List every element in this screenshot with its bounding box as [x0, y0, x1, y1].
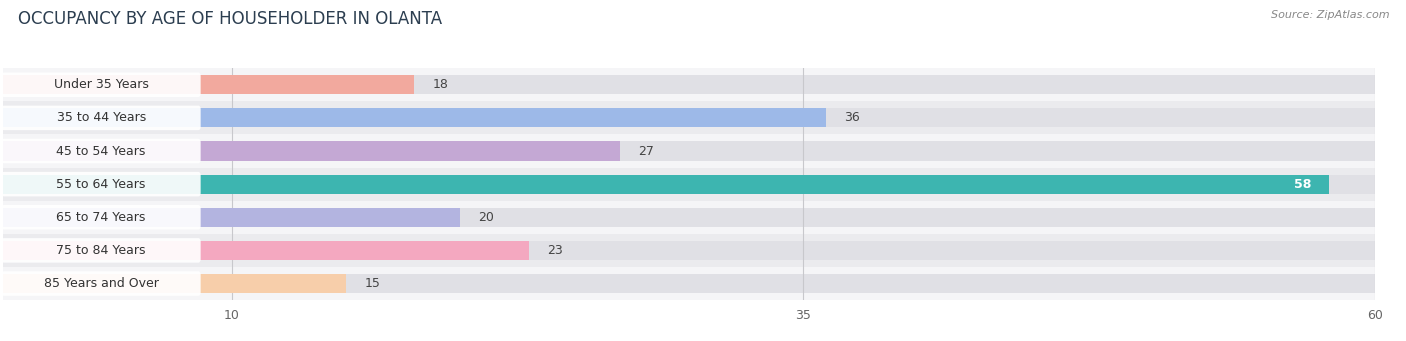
Text: 58: 58	[1294, 178, 1310, 191]
FancyBboxPatch shape	[1, 271, 201, 296]
Text: 27: 27	[638, 145, 655, 158]
Text: 20: 20	[478, 211, 495, 224]
Bar	[3, 167, 1375, 201]
Text: Under 35 Years: Under 35 Years	[53, 78, 149, 91]
Bar	[3, 208, 460, 227]
Bar	[3, 75, 415, 94]
Text: 36: 36	[845, 112, 860, 124]
Text: 75 to 84 Years: 75 to 84 Years	[56, 244, 146, 257]
Bar	[3, 267, 1375, 300]
Bar	[3, 142, 620, 161]
Bar	[3, 101, 1375, 134]
Bar	[3, 75, 1375, 94]
Text: 85 Years and Over: 85 Years and Over	[44, 277, 159, 290]
Bar	[3, 175, 1375, 194]
FancyBboxPatch shape	[1, 73, 201, 97]
Bar	[3, 108, 1375, 128]
Text: Source: ZipAtlas.com: Source: ZipAtlas.com	[1271, 10, 1389, 20]
Text: 18: 18	[433, 78, 449, 91]
FancyBboxPatch shape	[1, 238, 201, 263]
Bar	[3, 241, 1375, 260]
Text: 35 to 44 Years: 35 to 44 Years	[56, 112, 146, 124]
FancyBboxPatch shape	[1, 205, 201, 229]
Text: 65 to 74 Years: 65 to 74 Years	[56, 211, 146, 224]
Bar	[3, 234, 1375, 267]
FancyBboxPatch shape	[1, 106, 201, 130]
Bar	[3, 201, 1375, 234]
FancyBboxPatch shape	[1, 139, 201, 163]
Text: 15: 15	[364, 277, 380, 290]
Text: 55 to 64 Years: 55 to 64 Years	[56, 178, 146, 191]
Bar	[3, 142, 1375, 161]
Bar	[3, 274, 346, 293]
Text: 45 to 54 Years: 45 to 54 Years	[56, 145, 146, 158]
Text: 23: 23	[547, 244, 562, 257]
Bar	[3, 274, 1375, 293]
Bar	[3, 134, 1375, 167]
Bar	[3, 208, 1375, 227]
FancyBboxPatch shape	[1, 172, 201, 196]
Text: OCCUPANCY BY AGE OF HOUSEHOLDER IN OLANTA: OCCUPANCY BY AGE OF HOUSEHOLDER IN OLANT…	[18, 10, 443, 28]
Bar	[3, 175, 1329, 194]
Bar	[3, 108, 827, 128]
Bar	[3, 68, 1375, 101]
Bar	[3, 241, 529, 260]
